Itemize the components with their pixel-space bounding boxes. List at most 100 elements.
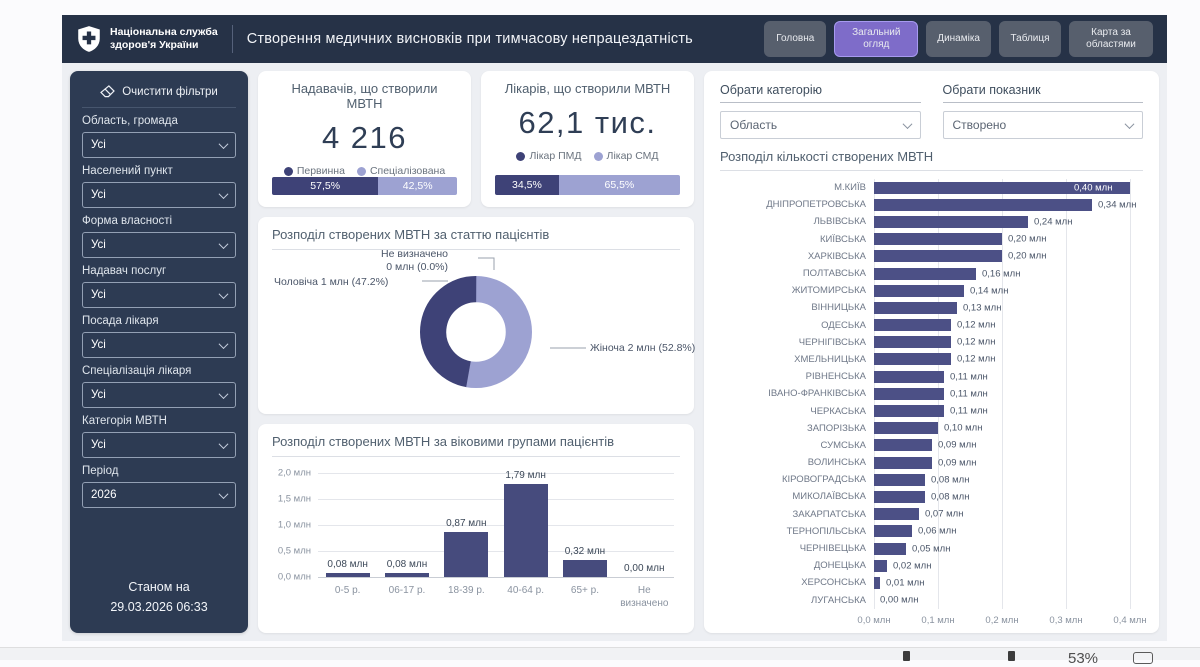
browser-icon-fragment[interactable]: [903, 651, 910, 661]
filter-label: Спеціалізація лікаря: [82, 365, 192, 377]
filter-select[interactable]: Усі: [82, 282, 236, 308]
region-bar[interactable]: [874, 576, 880, 589]
filter-select-value: Усі: [91, 189, 106, 201]
filter-select[interactable]: Усі: [82, 132, 236, 158]
region-bar[interactable]: [874, 525, 912, 538]
region-bar-value: 0,11 млн: [950, 388, 988, 400]
region-bar-value: 0,11 млн: [950, 405, 988, 417]
region-bar[interactable]: [874, 215, 1028, 228]
region-bar-value: 0,08 млн: [931, 491, 970, 503]
region-label: СУМСЬКА: [820, 439, 866, 451]
region-bar[interactable]: [874, 473, 925, 486]
header: Національна служба здоров'я України Ство…: [62, 15, 1167, 63]
region-bar[interactable]: [874, 301, 957, 314]
age-bar[interactable]: [325, 573, 370, 577]
left-column: Надавачів, що створили МВТН 4 216 Первин…: [258, 71, 695, 633]
region-bar-value: 0,34 млн: [1098, 199, 1137, 211]
region-bar-area: 0,40 млн: [874, 181, 1143, 194]
region-bar[interactable]: [874, 490, 925, 503]
region-bar[interactable]: [874, 456, 932, 469]
legend-label: Спеціалізована: [369, 165, 446, 177]
chevron-down-icon: [218, 188, 229, 199]
kpi-value: 4 216: [321, 120, 408, 155]
region-bar-value: 0,05 млн: [912, 543, 951, 555]
region-bar[interactable]: [874, 319, 951, 332]
age-slot: 0,08 млн 06-17 р.: [377, 473, 436, 596]
age-bar[interactable]: [444, 532, 489, 577]
browser-zoom-level[interactable]: 53%: [1068, 650, 1099, 667]
legend-label: Лікар СМД: [606, 150, 659, 162]
filter-select[interactable]: Усі: [82, 332, 236, 358]
region-bar-value: 0,01 млн: [886, 577, 925, 589]
region-bar-area: 0,11 млн: [874, 387, 1143, 400]
filter-label: Населений пункт: [82, 165, 173, 177]
region-bar[interactable]: [874, 353, 951, 366]
region-bar[interactable]: [874, 370, 944, 383]
region-bar-area: 0,11 млн: [874, 370, 1143, 383]
region-bar[interactable]: [874, 233, 1002, 246]
age-bar[interactable]: [562, 560, 607, 577]
chevron-down-icon: [1124, 118, 1135, 129]
region-label: ЛУГАНСЬКА: [811, 594, 866, 606]
kpi-segment[interactable]: 34,5%: [495, 175, 559, 195]
right-column: Обрати категорію Область Обрати показник…: [704, 71, 1159, 633]
age-slot: 1,79 млн 40-64 р.: [496, 470, 555, 596]
filter-label: Форма власності: [82, 215, 173, 227]
legend-label: Первинна: [296, 165, 345, 177]
region-bar[interactable]: [874, 336, 951, 349]
nav-button[interactable]: Головна: [764, 21, 827, 57]
region-bar-value: 0,08 млн: [931, 474, 970, 486]
kpi-split-bar: 57,5% 42,5%: [272, 177, 457, 195]
browser-window-icon[interactable]: [1133, 652, 1153, 664]
region-bar[interactable]: [874, 405, 944, 418]
region-row: ХАРКІВСЬКА 0,20 млн: [720, 248, 1143, 265]
region-row: ХЕРСОНСЬКА 0,01 млн: [720, 574, 1143, 591]
eraser-icon: [100, 85, 116, 98]
region-bar-area: 0,00 млн: [874, 594, 1143, 606]
nav-button[interactable]: Таблиця: [999, 21, 1061, 57]
region-bar-area: 0,09 млн: [874, 439, 1143, 452]
regions-card: Обрати категорію Область Обрати показник…: [704, 71, 1159, 633]
kpi-legend: Лікар ПМД Лікар СМД: [495, 150, 680, 162]
region-bar[interactable]: [874, 542, 906, 555]
kpi-segment[interactable]: 42,5%: [378, 177, 457, 195]
region-bar[interactable]: [874, 422, 938, 435]
legend-dot-primary: [283, 166, 293, 176]
region-bar-area: 0,14 млн: [874, 284, 1143, 297]
region-label: ДОНЕЦЬКА: [813, 560, 866, 572]
region-bar[interactable]: [874, 267, 976, 280]
nav-button[interactable]: Загальний огляд: [834, 21, 919, 57]
filter-select[interactable]: Усі: [82, 432, 236, 458]
gridline: [1130, 179, 1131, 609]
filter-select[interactable]: Усі: [82, 182, 236, 208]
region-row: КИЇВСЬКА 0,20 млн: [720, 231, 1143, 248]
y-axis-tick: 1,5 млн: [277, 493, 311, 505]
region-bar[interactable]: [874, 250, 1002, 263]
x-axis-tick: 0,1 млн: [921, 614, 955, 626]
nav-button[interactable]: Карта за областями: [1069, 21, 1153, 57]
region-bar[interactable]: [874, 559, 887, 572]
region-bar[interactable]: [874, 508, 919, 521]
region-bar-area: 0,06 млн: [874, 525, 1143, 538]
region-bar[interactable]: [874, 387, 944, 400]
region-bar[interactable]: [874, 198, 1092, 211]
browser-icon-fragment[interactable]: [1008, 651, 1015, 661]
kpi-segment[interactable]: 65,5%: [558, 175, 680, 195]
filter-select[interactable]: Усі: [82, 382, 236, 408]
donut-svg[interactable]: [406, 262, 546, 402]
region-bar-area: 0,34 млн: [874, 198, 1143, 211]
nav-button[interactable]: Динаміка: [926, 21, 991, 57]
metric-select[interactable]: Створено: [942, 111, 1143, 139]
region-bar[interactable]: [874, 439, 932, 452]
region-bar-area: 0,09 млн: [874, 456, 1143, 469]
clear-filters-button[interactable]: Очистити фільтри: [82, 81, 236, 108]
kpi-segment[interactable]: 57,5%: [272, 177, 379, 195]
age-bar[interactable]: [384, 573, 429, 577]
filter-select[interactable]: Усі: [82, 232, 236, 258]
category-select[interactable]: Область: [720, 111, 921, 139]
filter-select[interactable]: 2026: [82, 482, 236, 508]
age-bar[interactable]: [503, 484, 548, 577]
region-row: КІРОВОГРАДСЬКА 0,08 млн: [720, 471, 1143, 488]
region-bar[interactable]: [874, 284, 964, 297]
region-bar[interactable]: [874, 181, 1130, 194]
